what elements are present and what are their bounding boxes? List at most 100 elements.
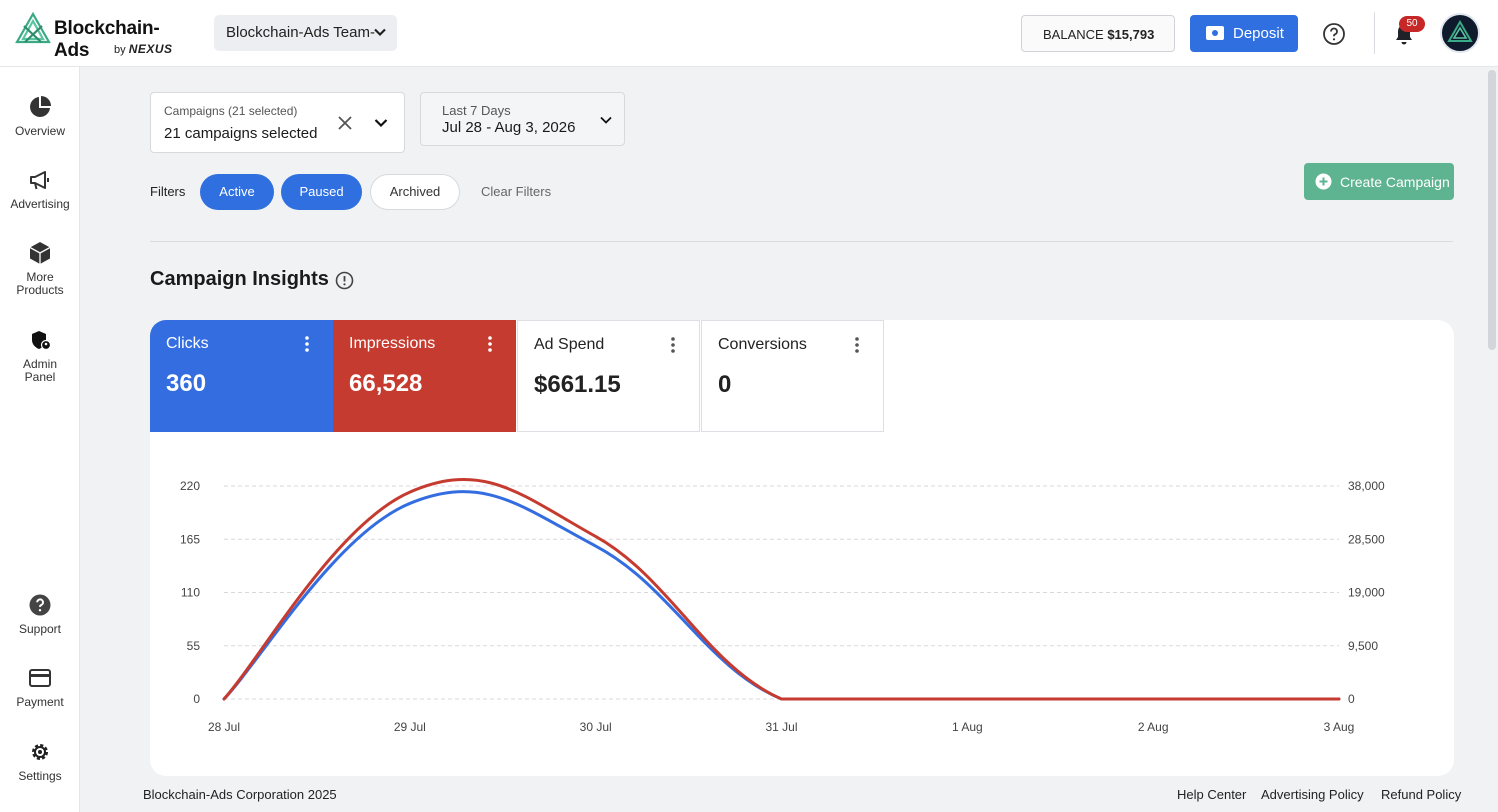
x-tick-label: 1 Aug [952, 720, 983, 734]
brand-logo[interactable]: Blockchain-Ads by NEXUS [14, 12, 189, 61]
logo-icon [15, 12, 51, 44]
footer-link-refund-policy[interactable]: Refund Policy [1381, 787, 1462, 802]
info-icon[interactable] [335, 271, 354, 290]
more-vertical-icon[interactable] [669, 336, 677, 354]
y-left-tick-label: 55 [187, 639, 201, 653]
filter-chip-paused[interactable]: Paused [281, 174, 362, 210]
help-icon[interactable] [1322, 22, 1346, 46]
header-divider [1374, 12, 1375, 54]
question-circle-icon [29, 594, 51, 616]
page-title: Campaign Insights [150, 268, 329, 290]
notification-badge: 50 [1399, 16, 1425, 32]
shield-user-icon [32, 331, 52, 351]
create-campaign-label: Create Campaign [1340, 174, 1450, 190]
campaign-selector-value: 21 campaigns selected [164, 125, 318, 142]
metric-name: Conversions [718, 336, 807, 353]
y-right-tick-label: 38,000 [1348, 479, 1385, 493]
metric-value: 0 [718, 371, 732, 398]
y-left-tick-label: 110 [181, 586, 200, 600]
metric-value: 66,528 [349, 370, 423, 397]
footer-link-help-center[interactable]: Help Center [1177, 787, 1247, 802]
deposit-label: Deposit [1233, 25, 1284, 42]
insights-card: Clicks 360 Impressions 66,528 Ad Spend $… [150, 320, 1454, 776]
chevron-down-icon[interactable] [373, 115, 389, 131]
metric-value: $661.15 [534, 371, 621, 398]
y-right-tick-label: 19,000 [1348, 586, 1385, 600]
date-range-label: Last 7 Days [442, 103, 511, 118]
plus-circle-icon [1315, 173, 1332, 190]
metric-name: Clicks [166, 335, 209, 352]
clear-filters-link[interactable]: Clear Filters [481, 184, 552, 199]
filter-chip-archived[interactable]: Archived [370, 174, 460, 210]
filter-chip-active[interactable]: Active [200, 174, 274, 210]
megaphone-icon [30, 171, 49, 190]
team-selector[interactable]: Blockchain-Ads Team- [214, 15, 397, 51]
balance-value: $15,793 [1107, 27, 1155, 42]
sidebar-item-label: More Products [16, 270, 64, 297]
section-divider [150, 241, 1453, 242]
y-left-tick-label: 220 [180, 479, 200, 493]
footer-link-advertising-policy[interactable]: Advertising Policy [1261, 787, 1364, 802]
brand-partner: NEXUS [128, 42, 173, 56]
sidebar-item-label: Support [18, 622, 62, 636]
footer-copyright: Blockchain-Ads Corporation 2025 [143, 787, 337, 802]
create-campaign-button[interactable]: Create Campaign [1304, 163, 1454, 200]
more-vertical-icon[interactable] [486, 335, 494, 353]
scrollbar-thumb[interactable] [1488, 70, 1496, 350]
sidebar-item-settings[interactable]: Settings [0, 740, 80, 783]
brand-name: Blockchain-Ads [54, 18, 160, 61]
sidebar-item-label: Settings [18, 769, 62, 783]
series-line-impressions [222, 477, 1341, 701]
campaign-selector[interactable]: Campaigns (21 selected) 21 campaigns sel… [150, 92, 405, 153]
deposit-button[interactable]: Deposit [1190, 15, 1298, 52]
metric-name: Ad Spend [534, 336, 605, 353]
avatar-logo-icon [1447, 20, 1473, 42]
metric-card-conversions[interactable]: Conversions 0 [701, 320, 884, 432]
sidebar-item-overview[interactable]: Overview [0, 95, 80, 138]
sidebar: Overview Advertising More Products Admin… [0, 67, 80, 812]
brand-by: by [114, 44, 126, 56]
box-icon [29, 242, 51, 264]
sidebar-item-support[interactable]: Support [0, 593, 80, 636]
team-selector-label: Blockchain-Ads Team- [226, 24, 375, 41]
sidebar-item-label: Payment [16, 695, 64, 709]
sidebar-item-more-products[interactable]: More Products [0, 241, 80, 297]
y-right-tick-label: 9,500 [1348, 639, 1378, 653]
filters-label: Filters [150, 184, 186, 199]
credit-card-icon [29, 669, 51, 687]
chevron-down-icon [600, 116, 612, 124]
avatar[interactable] [1440, 13, 1480, 53]
metric-name: Impressions [349, 335, 436, 352]
sidebar-item-label: Advertising [10, 197, 70, 211]
metric-card-clicks[interactable]: Clicks 360 [150, 320, 333, 432]
date-range-selector[interactable]: Last 7 Days Jul 28 - Aug 3, 2026 [420, 92, 625, 146]
balance-display[interactable]: BALANCE $15,793 [1021, 15, 1175, 52]
pie-chart-icon [30, 96, 51, 117]
brand-byline: by NEXUS [114, 42, 173, 56]
cash-icon [1206, 26, 1224, 40]
metric-card-ad-spend[interactable]: Ad Spend $661.15 [517, 320, 700, 432]
x-tick-label: 29 Jul [394, 720, 426, 734]
metric-card-impressions[interactable]: Impressions 66,528 [333, 320, 516, 432]
page-scrollbar[interactable] [1486, 68, 1498, 812]
insights-line-chart: 0 0 55 9,500 110 19,000 165 28,500 220 38,000 28 J… [180, 477, 1385, 734]
y-left-tick-label: 0 [193, 692, 200, 706]
x-tick-label: 30 Jul [580, 720, 612, 734]
x-tick-label: 31 Jul [765, 720, 797, 734]
close-icon[interactable] [337, 115, 353, 131]
more-vertical-icon[interactable] [303, 335, 311, 353]
y-right-tick-label: 0 [1348, 692, 1355, 706]
sidebar-item-advertising[interactable]: Advertising [0, 168, 80, 211]
sidebar-item-admin-panel[interactable]: Admin Panel [0, 328, 80, 384]
x-tick-label: 28 Jul [208, 720, 240, 734]
sidebar-item-label: Overview [14, 124, 65, 138]
y-right-tick-label: 28,500 [1348, 532, 1385, 546]
more-vertical-icon[interactable] [853, 336, 861, 354]
series-line-clicks [222, 490, 1341, 701]
x-tick-label: 3 Aug [1324, 720, 1355, 734]
campaign-selector-label: Campaigns (21 selected) [164, 104, 298, 118]
sidebar-item-payment[interactable]: Payment [0, 666, 80, 709]
top-bar: Blockchain-Ads by NEXUS Blockchain-Ads T… [0, 0, 1498, 67]
sidebar-item-label: Admin Panel [22, 357, 57, 384]
chevron-down-icon [374, 28, 386, 37]
